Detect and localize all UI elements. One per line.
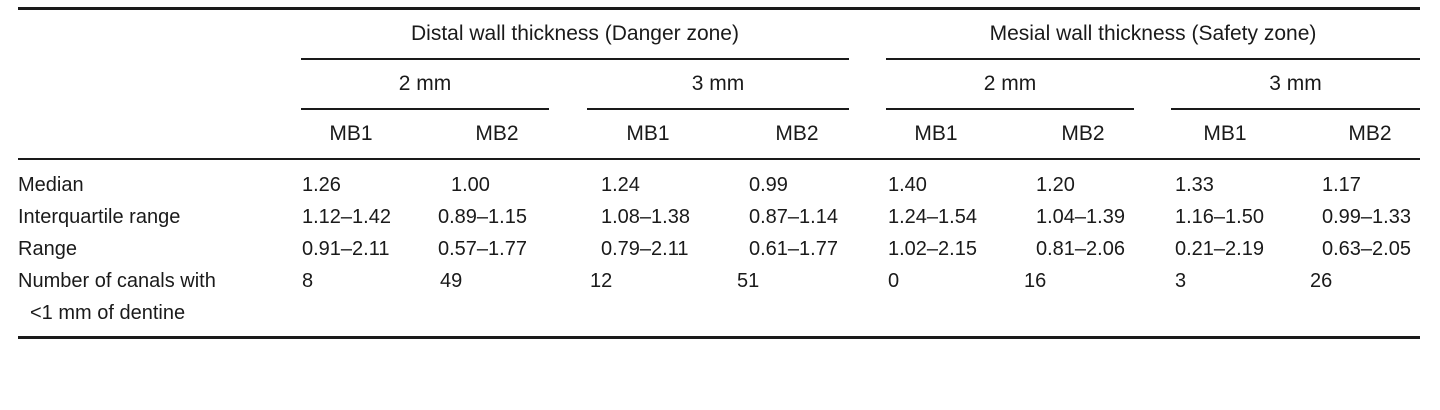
subgroup-rule-2: [587, 108, 849, 110]
table-cell: 49: [440, 270, 463, 292]
sub-header-mesial-2mm: 2 mm: [983, 72, 1037, 95]
column-header: MB1: [1203, 122, 1247, 145]
sub-header-distal-2mm: 2 mm: [398, 72, 452, 95]
subgroup-rule-4: [1171, 108, 1420, 110]
sub-header-mesial-3mm: 3 mm: [1269, 72, 1322, 95]
table-cell: 1.26: [302, 174, 341, 196]
group-rule-mesial: [886, 58, 1420, 60]
table-cell: 0.21–2.19: [1175, 238, 1264, 260]
column-header: MB1: [329, 122, 373, 145]
table-cell: 8: [302, 270, 314, 292]
table-cell: 0.61–1.77: [749, 238, 838, 260]
table-cell: 16: [1024, 270, 1047, 292]
table-cell: 1.17: [1322, 174, 1361, 196]
table-cell: 0: [888, 270, 900, 292]
column-header: MB2: [775, 122, 819, 145]
table-cell: 1.24–1.54: [888, 206, 977, 228]
table-cell: 1.08–1.38: [601, 206, 690, 228]
row-label-interquartile-range: Interquartile range: [18, 206, 181, 228]
row-label-canals-line2: <1 mm of dentine: [30, 302, 186, 324]
table-cell: 1.04–1.39: [1036, 206, 1125, 228]
column-header: MB2: [1061, 122, 1105, 145]
table-cell: 0.89–1.15: [438, 206, 527, 228]
subgroup-rule-3: [886, 108, 1134, 110]
group-header-distal: Distal wall thickness (Danger zone): [411, 22, 739, 45]
table-bottom-rule: [18, 336, 1420, 339]
table-cell: 0.79–2.11: [601, 238, 689, 260]
table-cell: 1.00: [451, 174, 490, 196]
table-top-rule: [18, 7, 1420, 10]
column-header: MB1: [914, 122, 958, 145]
table-cell: 12: [590, 270, 613, 292]
row-label-range: Range: [18, 238, 77, 260]
table-cell: 0.57–1.77: [438, 238, 527, 260]
column-header: MB1: [626, 122, 670, 145]
table-cell: 1.24: [601, 174, 640, 196]
table-cell: 3: [1175, 270, 1187, 292]
column-header: MB2: [475, 122, 519, 145]
table-cell: 0.87–1.14: [749, 206, 838, 228]
table-cell: 0.63–2.05: [1322, 238, 1411, 260]
row-label-canals: Number of canals with: [18, 270, 216, 292]
subgroup-rule-1: [301, 108, 549, 110]
header-bottom-rule: [18, 158, 1420, 160]
table-cell: 0.81–2.06: [1036, 238, 1125, 260]
table-cell: 1.20: [1036, 174, 1075, 196]
table-cell: 0.99: [749, 174, 788, 196]
table-cell: 1.02–2.15: [888, 238, 977, 260]
group-header-mesial: Mesial wall thickness (Safety zone): [989, 22, 1317, 45]
column-header: MB2: [1348, 122, 1392, 145]
table-cell: 51: [737, 270, 760, 292]
sub-header-distal-3mm: 3 mm: [691, 72, 745, 95]
row-label-median: Median: [18, 174, 84, 196]
table-cell: 0.91–2.11: [302, 238, 390, 260]
table-cell: 1.16–1.50: [1175, 206, 1264, 228]
group-rule-distal: [301, 58, 849, 60]
table-cell: 26: [1310, 270, 1333, 292]
table-cell: 0.99–1.33: [1322, 206, 1411, 228]
table-cell: 1.33: [1175, 174, 1214, 196]
table-cell: 1.12–1.42: [302, 206, 391, 228]
table-cell: 1.40: [888, 174, 927, 196]
